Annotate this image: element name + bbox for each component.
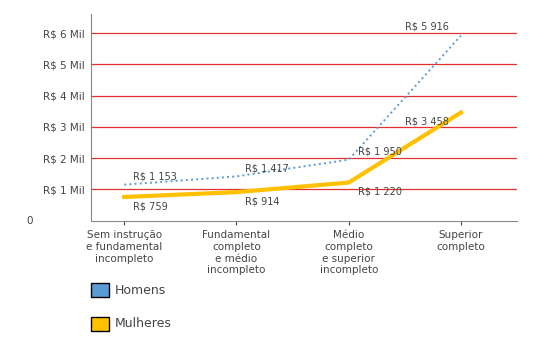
- Text: 0: 0: [27, 216, 33, 226]
- Text: R$ 759: R$ 759: [133, 201, 168, 211]
- Text: Mulheres: Mulheres: [115, 318, 172, 330]
- Text: R$ 1 153: R$ 1 153: [133, 172, 177, 182]
- Text: R$ 1 417: R$ 1 417: [246, 163, 289, 173]
- Text: Homens: Homens: [115, 284, 166, 297]
- Text: R$ 5 916: R$ 5 916: [405, 22, 449, 32]
- Text: R$ 1 950: R$ 1 950: [358, 147, 401, 157]
- Text: R$ 3 458: R$ 3 458: [405, 117, 449, 127]
- Text: R$ 1 220: R$ 1 220: [358, 187, 402, 197]
- Text: R$ 914: R$ 914: [246, 196, 280, 206]
